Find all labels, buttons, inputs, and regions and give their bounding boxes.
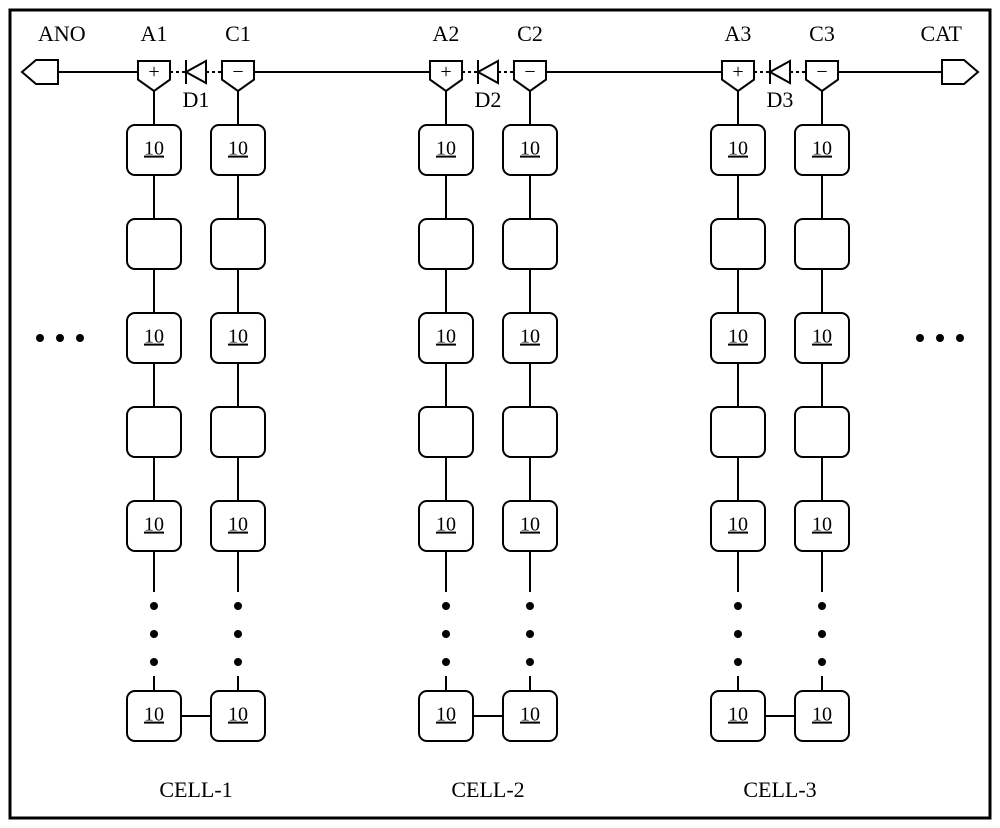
box-a1-r4-value: 10: [144, 514, 164, 536]
box-c3-r1: [795, 219, 849, 269]
terminal-a3-sign: +: [732, 61, 743, 83]
box-c3-r0-value: 10: [812, 138, 832, 160]
vdots-c2-0: [526, 602, 534, 610]
vdots-c1-0: [234, 602, 242, 610]
terminal-a2-sign: +: [440, 61, 451, 83]
diode-icon: [186, 61, 206, 83]
vdots-c3-1: [818, 630, 826, 638]
box-a1-r0-value: 10: [144, 138, 164, 160]
box-a3-r0-value: 10: [728, 138, 748, 160]
box-a2-bottom-value: 10: [436, 704, 456, 726]
label-c1: C1: [225, 21, 251, 46]
vdots-a1-0: [150, 602, 158, 610]
box-a1-bottom-value: 10: [144, 704, 164, 726]
cell-label-3: CELL-3: [743, 777, 816, 802]
label-c3: C3: [809, 21, 835, 46]
vdots-a3-2: [734, 658, 742, 666]
box-a1-r3: [127, 407, 181, 457]
box-c2-r4-value: 10: [520, 514, 540, 536]
box-a2-r4-value: 10: [436, 514, 456, 536]
box-c1-r3: [211, 407, 265, 457]
cell-label-2: CELL-2: [451, 777, 524, 802]
terminal-c3-sign: −: [816, 61, 827, 83]
label-a1: A1: [141, 21, 168, 46]
cell-label-1: CELL-1: [159, 777, 232, 802]
vdots-c1-1: [234, 630, 242, 638]
vdots-c2-2: [526, 658, 534, 666]
box-a2-r1: [419, 219, 473, 269]
box-c1-r0-value: 10: [228, 138, 248, 160]
box-a2-r0-value: 10: [436, 138, 456, 160]
label-a2: A2: [433, 21, 460, 46]
terminal-a1-sign: +: [148, 61, 159, 83]
outer-frame: [10, 10, 990, 818]
box-a3-r1: [711, 219, 765, 269]
box-c2-r2-value: 10: [520, 326, 540, 348]
cat-port-icon: [942, 60, 978, 84]
vdots-a3-0: [734, 602, 742, 610]
diode-d1-label: D1: [183, 87, 210, 112]
terminal-c1-sign: −: [232, 61, 243, 83]
box-a3-r2-value: 10: [728, 326, 748, 348]
box-a1-r2-value: 10: [144, 326, 164, 348]
box-c3-r2-value: 10: [812, 326, 832, 348]
vdots-c3-0: [818, 602, 826, 610]
vdots-a2-0: [442, 602, 450, 610]
ellipsis-left-1: [56, 334, 64, 342]
ellipsis-right-2: [956, 334, 964, 342]
ellipsis-right-1: [936, 334, 944, 342]
label-a3: A3: [725, 21, 752, 46]
vdots-c2-1: [526, 630, 534, 638]
ellipsis-left-2: [76, 334, 84, 342]
box-c3-bottom-value: 10: [812, 704, 832, 726]
diode-d2-label: D2: [475, 87, 502, 112]
diode-icon: [478, 61, 498, 83]
box-c3-r3: [795, 407, 849, 457]
box-c2-bottom-value: 10: [520, 704, 540, 726]
vdots-c1-2: [234, 658, 242, 666]
box-a2-r2-value: 10: [436, 326, 456, 348]
vdots-a1-2: [150, 658, 158, 666]
box-a2-r3: [419, 407, 473, 457]
diode-d3-label: D3: [767, 87, 794, 112]
box-a1-r1: [127, 219, 181, 269]
ano-port-icon: [22, 60, 58, 84]
vdots-a2-2: [442, 658, 450, 666]
box-c1-r1: [211, 219, 265, 269]
vdots-a2-1: [442, 630, 450, 638]
vdots-c3-2: [818, 658, 826, 666]
cat-label: CAT: [920, 21, 962, 46]
ellipsis-right-0: [916, 334, 924, 342]
box-c2-r0-value: 10: [520, 138, 540, 160]
ano-label: ANO: [38, 21, 86, 46]
diode-icon: [770, 61, 790, 83]
box-c2-r1: [503, 219, 557, 269]
box-c1-r2-value: 10: [228, 326, 248, 348]
terminal-c2-sign: −: [524, 61, 535, 83]
box-a3-bottom-value: 10: [728, 704, 748, 726]
box-c1-r4-value: 10: [228, 514, 248, 536]
vdots-a1-1: [150, 630, 158, 638]
box-c1-bottom-value: 10: [228, 704, 248, 726]
box-a3-r4-value: 10: [728, 514, 748, 536]
box-c3-r4-value: 10: [812, 514, 832, 536]
box-a3-r3: [711, 407, 765, 457]
label-c2: C2: [517, 21, 543, 46]
box-c2-r3: [503, 407, 557, 457]
vdots-a3-1: [734, 630, 742, 638]
ellipsis-left-0: [36, 334, 44, 342]
